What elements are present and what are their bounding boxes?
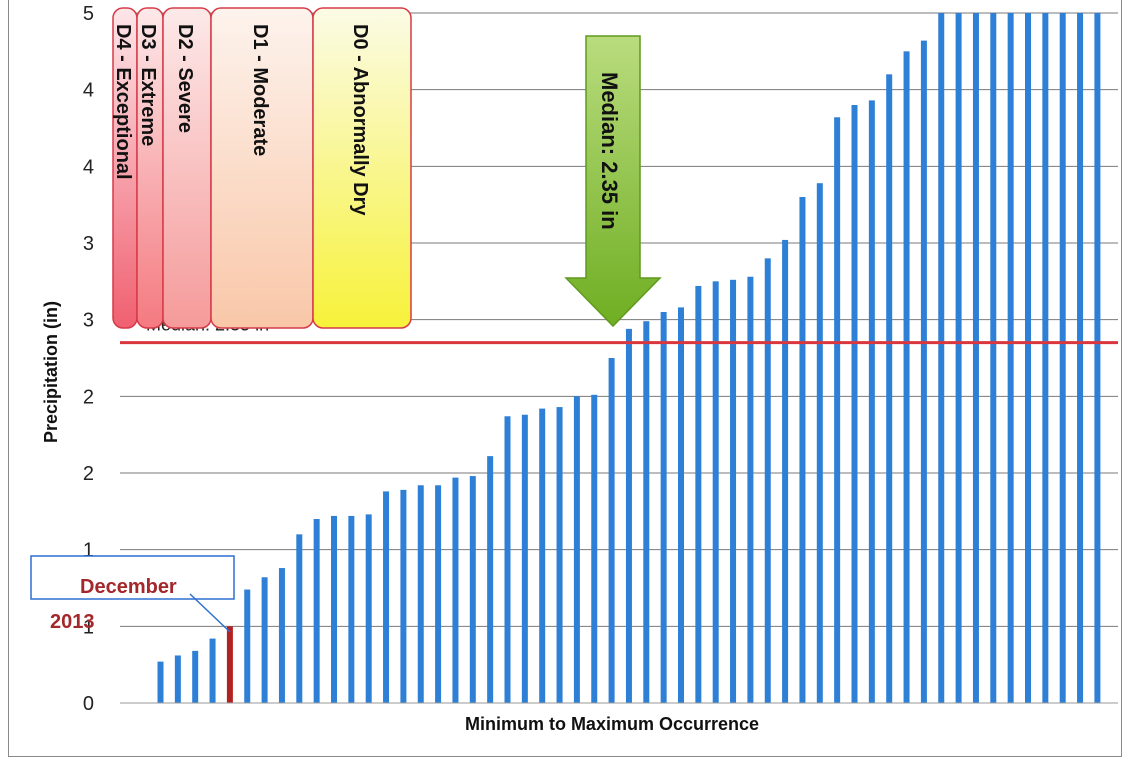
bar	[365, 514, 372, 703]
december-2013-callout: December 2013	[30, 555, 235, 633]
drought-label: D3 - Extreme	[137, 24, 159, 146]
bar	[192, 650, 199, 703]
callout-box	[30, 555, 235, 600]
bar	[920, 40, 927, 704]
bar	[938, 13, 945, 703]
bar	[591, 394, 598, 703]
bar	[972, 13, 979, 703]
drought-label: D2 - Severe	[174, 24, 196, 133]
bar	[764, 258, 771, 703]
bar	[712, 281, 719, 703]
bar	[1025, 13, 1031, 703]
bar	[296, 534, 303, 703]
bar	[261, 577, 268, 703]
bar	[487, 456, 494, 703]
callout-label-line-1: December	[80, 576, 177, 598]
x-axis-title: Minimum to Maximum Occurrence	[465, 714, 759, 734]
bar-highlight	[226, 626, 233, 703]
bars	[157, 13, 1101, 704]
bar	[886, 74, 893, 704]
bar	[469, 476, 476, 703]
bar	[990, 13, 997, 703]
bar	[730, 279, 737, 703]
bar	[348, 515, 355, 703]
median-arrow-label: Median: 2.35 in	[597, 72, 622, 230]
bar	[278, 568, 285, 703]
bar	[1077, 13, 1084, 703]
bar	[400, 489, 407, 703]
y-tick-label: 4	[83, 156, 94, 178]
bar	[313, 519, 320, 703]
y-tick-label: 1	[83, 616, 94, 638]
bar	[625, 328, 632, 703]
bar	[521, 414, 528, 703]
bar	[435, 485, 442, 703]
drought-label: D1 - Moderate	[249, 24, 271, 156]
y-tick-label: 2	[83, 463, 94, 485]
bar	[851, 105, 858, 703]
bar	[1007, 13, 1014, 703]
bar	[695, 285, 702, 703]
bar	[903, 51, 910, 704]
bar	[157, 661, 164, 703]
y-tick-label: 1	[83, 540, 94, 562]
bar	[1059, 13, 1066, 703]
y-axis-title: Precipitation (in)	[41, 301, 61, 443]
bar	[331, 515, 337, 703]
bar	[834, 117, 841, 704]
median-arrow-shape	[564, 35, 662, 328]
drought-box	[312, 7, 412, 329]
drought-category-boxes: D4 - Exceptional D3 - Extreme D2 - Severe D…	[112, 7, 412, 329]
y-tick-label: 5	[83, 3, 94, 25]
y-tick-label: 2	[83, 386, 94, 408]
bar	[678, 307, 684, 703]
bar	[209, 638, 216, 703]
bar	[955, 13, 962, 703]
y-tick-label: 3	[83, 310, 94, 332]
bar	[1042, 13, 1049, 703]
callout-label-line-2: 2013	[50, 611, 95, 633]
bar	[868, 100, 875, 703]
bar	[782, 239, 789, 703]
bar	[1094, 13, 1101, 703]
drought-label: D0 - Abnormally Dry	[349, 24, 371, 216]
bar	[556, 407, 563, 703]
bar	[417, 485, 424, 703]
bar	[660, 312, 667, 703]
bar	[383, 491, 390, 703]
y-tick-label: 0	[83, 693, 94, 715]
bar	[539, 408, 546, 703]
bar	[608, 358, 615, 703]
bar	[504, 416, 511, 703]
bar	[747, 276, 754, 703]
bar	[174, 655, 181, 703]
callout-pointer	[189, 593, 231, 633]
y-tick-labels: 0 1 1 2 2 3 3 4 4 5	[83, 3, 94, 715]
y-tick-label: 4	[83, 80, 94, 102]
drought-label: D4 - Exceptional	[112, 24, 134, 180]
y-tick-label: 3	[83, 233, 94, 255]
bar	[643, 321, 650, 703]
bar	[573, 396, 580, 703]
bar	[816, 183, 823, 703]
median-arrow: Median: 2.35 in	[564, 35, 662, 328]
bar	[799, 197, 806, 703]
bar	[452, 477, 459, 703]
bar	[244, 589, 251, 703]
